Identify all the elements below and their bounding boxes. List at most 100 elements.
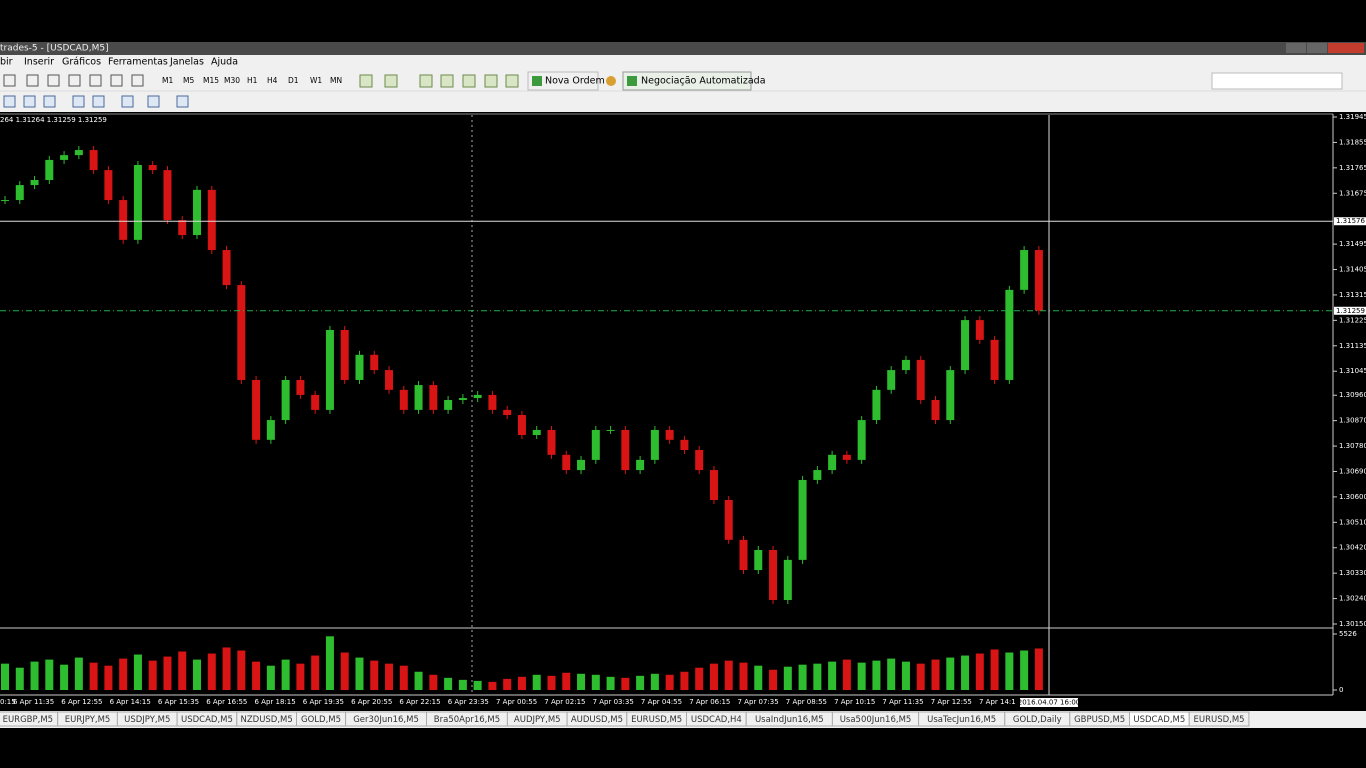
tab-label: USDJPY,M5 [124,715,170,725]
menu-item[interactable]: Gráficos [62,57,101,68]
tool-icon[interactable] [68,74,81,87]
tab-label: USDCAD,M5 [1133,715,1185,725]
candle-body [237,285,246,380]
volume-bar [591,674,600,690]
volume-bar [695,667,704,690]
volume-bar [207,653,216,690]
search-box[interactable] [1211,72,1343,90]
tool-icon[interactable] [359,74,373,88]
volume-bar [178,651,187,690]
volume-bar [665,674,674,690]
mdi-buttons[interactable] [1322,57,1366,68]
tool-icon[interactable] [505,74,519,88]
tool-icon[interactable] [3,95,16,108]
candle-body [813,470,822,480]
volume-bar [340,652,349,690]
timeframe-button[interactable]: H4 [267,76,278,85]
volume-bar [222,647,231,690]
candle-body [650,429,659,460]
tool-icon[interactable] [176,95,189,108]
new-order-button[interactable] [527,71,599,91]
timeframe-button[interactable]: M1 [162,76,173,85]
tool-icon[interactable] [92,95,105,108]
tool-icon[interactable] [23,95,36,108]
tool-icon[interactable] [110,74,123,87]
tab-label: EURJPY,M5 [65,715,111,725]
tool-icon[interactable] [147,95,160,108]
close-button[interactable] [1328,43,1364,53]
y-tick-label: 1.30780 [1339,442,1366,450]
menu-item[interactable]: bir [0,57,13,68]
tool-icon[interactable] [462,74,476,88]
volume-bar [916,663,925,690]
candle-body [488,394,497,410]
volume-bar [606,676,615,690]
candle-body [532,429,541,436]
candle-body [769,549,778,600]
x-tick-label: 7 Apr 10:15 [834,698,875,706]
chart-marks: 1.31945 1.31855 1.31765 1.31675 1.31495 1.314… [0,113,1366,707]
crosshair-time-label: 2016.04.07 16:00 [1018,699,1080,707]
volume-bar [532,674,541,690]
minimize-button[interactable] [1286,43,1306,53]
bid-label: 1.31259 [1336,307,1365,315]
candle-body [577,459,586,471]
tool-icon[interactable] [26,74,39,87]
x-tick-label: 7 Apr 06:15 [689,698,730,706]
candle-body [207,189,216,251]
timeframe-button[interactable]: W1 [310,76,322,85]
tool-icon[interactable] [384,74,398,88]
timeframe-button[interactable]: H1 [247,76,258,85]
candle-body [429,385,438,410]
tool-icon[interactable] [47,74,60,87]
x-tick-label: 7 Apr 02:15 [544,698,585,706]
tool-icon[interactable] [72,95,85,108]
menu-item[interactable]: Ferramentas [108,57,168,68]
tool-icon[interactable] [484,74,498,88]
tool-icon[interactable] [121,95,134,108]
candle-body [606,429,615,431]
y-tick-label: 1.30240 [1339,595,1366,603]
candle-body [975,320,984,340]
tabs: EURGBP,M5 EURJPY,M5 USDJPY,M5 USDCAD,M5 NZDU… [0,711,1250,727]
x-tick-label: 6 Apr 19:35 [303,698,344,706]
ohlc-info: 264 1.31264 1.31259 1.31259 [0,116,107,124]
candle-body [45,159,54,180]
candle-body [828,454,837,471]
tool-icon[interactable] [131,74,144,87]
tool-icon[interactable] [89,74,102,87]
candle-body [325,329,334,410]
volume-bar [193,659,202,690]
menu: bir Inserir Gráficos Ferramentas Janelas Ajud… [0,57,238,68]
bid-label-bg [1334,306,1366,315]
y-tick-label: 1.31855 [1339,138,1366,146]
timeframe-button[interactable]: M30 [224,76,240,85]
menu-item[interactable]: Ajuda [211,57,238,68]
candle-body [104,170,113,201]
auto-trading-label: Negociação Automatizada [641,76,766,87]
volume-bar [45,659,54,690]
auto-trading-button[interactable] [622,71,752,91]
candle-body [399,389,408,410]
candle-body [222,250,231,286]
timeframe-button[interactable]: M5 [183,76,194,85]
maximize-button[interactable] [1307,43,1327,53]
candle-body [355,354,364,380]
tool-icon[interactable] [440,74,454,88]
timeframe-button[interactable]: MN [330,76,342,85]
tab-label: USDCAD,H4 [691,715,742,725]
tab[interactable] [1188,711,1250,727]
menu-item[interactable]: Janelas [169,57,204,68]
tab-label: EURUSD,M5 [631,715,682,725]
crosshair-price-bg [1334,217,1366,226]
tool-icon[interactable] [419,74,433,88]
y-tick-label: 1.30420 [1339,544,1366,552]
menu-item[interactable]: Inserir [24,57,54,68]
tool-icon[interactable] [3,74,16,87]
timeframe-button[interactable]: D1 [288,76,299,85]
tool-icon[interactable] [43,95,56,108]
timeframe-button[interactable]: M15 [203,76,219,85]
volume-bar [769,669,778,690]
tab-label: EURUSD,M5 [1193,715,1244,725]
